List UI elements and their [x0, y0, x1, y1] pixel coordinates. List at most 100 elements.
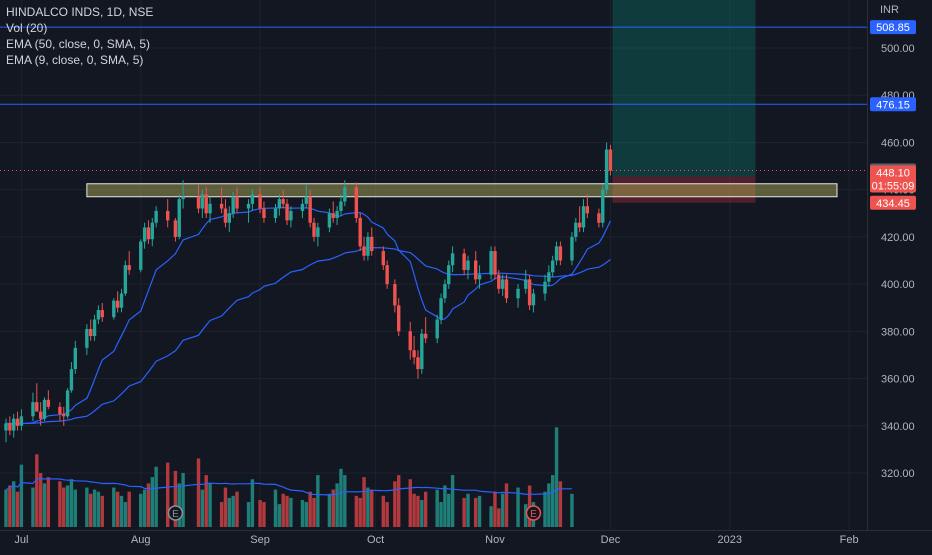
- time-tick-label: Nov: [485, 534, 505, 546]
- volume-bar: [231, 495, 235, 527]
- time-tick-label: Feb: [840, 534, 859, 546]
- volume-bar: [85, 487, 89, 527]
- candle-body: [181, 196, 185, 200]
- symbol-title[interactable]: HINDALCO INDS, 1D, NSE: [6, 5, 154, 19]
- volume-bar: [154, 466, 158, 527]
- candle-body: [58, 406, 62, 414]
- candle-body: [46, 399, 51, 407]
- earnings-marker-circle: [525, 505, 542, 521]
- volume-bar: [381, 495, 385, 527]
- volume-bar: [312, 497, 316, 527]
- volume-bar: [123, 502, 128, 527]
- volume-bar: [12, 481, 16, 527]
- candle-body: [551, 260, 555, 273]
- volume-bar: [246, 502, 251, 527]
- candle-body: [331, 213, 335, 218]
- price-axis[interactable]: 500.00480.00460.00440.00420.00400.00380.…: [881, 43, 915, 480]
- candle-body: [604, 149, 609, 190]
- volume-bar: [316, 475, 320, 527]
- candle-body: [462, 253, 466, 270]
- candle-body: [19, 416, 24, 426]
- volume-bar: [308, 491, 312, 527]
- volume-bar: [554, 427, 559, 527]
- volume-bar: [115, 491, 120, 527]
- time-axis[interactable]: Jul Aug Sep Oct Nov Dec 2023 Feb: [14, 534, 858, 546]
- price-tick-label: 380.00: [881, 326, 915, 338]
- volume-bar: [15, 491, 20, 527]
- volume-bar: [493, 491, 497, 527]
- candle-body: [119, 293, 124, 308]
- volume-bar: [412, 493, 416, 527]
- volume-bar: [447, 493, 451, 527]
- volume-bar: [150, 477, 154, 527]
- label-current-text: 01:55:09: [872, 181, 915, 193]
- candle-body: [177, 199, 181, 237]
- volume-bar: [177, 483, 181, 527]
- price-tick-label: 420.00: [881, 232, 915, 244]
- volume-bar: [166, 462, 170, 527]
- long-position-tool[interactable]: [612, 0, 756, 203]
- volume-bar: [362, 477, 366, 527]
- volume-bar: [370, 489, 374, 527]
- ema50-legend[interactable]: EMA (50, close, 0, SMA, 5): [6, 37, 151, 51]
- candle-body: [8, 423, 12, 431]
- volume-bar: [385, 502, 389, 527]
- candle-body: [477, 274, 482, 280]
- volume-bar: [331, 489, 335, 527]
- candle-body: [558, 246, 563, 261]
- volume-bar: [423, 491, 428, 527]
- candle-body: [385, 265, 389, 285]
- candle-body: [281, 199, 285, 204]
- volume-bar: [277, 504, 282, 527]
- candle-body: [250, 194, 255, 204]
- volume-bar: [450, 475, 455, 527]
- volume-bar: [65, 485, 70, 527]
- volume-bar: [100, 495, 104, 527]
- candle-body: [524, 279, 528, 289]
- candle-body: [273, 208, 278, 218]
- candle-body: [112, 300, 116, 318]
- time-tick-label: Oct: [367, 534, 384, 546]
- volume-bar: [142, 489, 147, 527]
- volume-bar: [112, 487, 116, 527]
- candle-body: [96, 310, 101, 320]
- horizontal-lines[interactable]: [0, 26, 867, 172]
- volume-bar: [500, 493, 505, 527]
- ema9-legend[interactable]: EMA (9, close, 0, SMA, 5): [6, 53, 144, 67]
- resistance-zone[interactable]: [86, 183, 838, 198]
- label-current-text: 448.10: [876, 168, 910, 180]
- candle-body: [366, 236, 370, 256]
- volume-legend[interactable]: Vol (20): [6, 21, 48, 35]
- candle-body: [608, 149, 613, 171]
- volume-bar: [339, 468, 343, 527]
- earnings-marker-circle: [167, 505, 184, 521]
- candle-body: [500, 279, 505, 289]
- candle-body: [397, 305, 401, 332]
- candle-body: [493, 251, 497, 275]
- indicator-legend: HINDALCO INDS, 1D, NSE Vol (20) EMA (50,…: [6, 4, 153, 68]
- candle-body: [208, 203, 212, 214]
- volume-bars: [4, 427, 574, 527]
- volume-ma-line: [5, 477, 572, 496]
- time-tick-label: 2023: [718, 534, 742, 546]
- zone-rect: [86, 183, 838, 198]
- target-zone: [612, 0, 756, 177]
- volume-bar: [119, 495, 124, 527]
- candle-body: [316, 227, 320, 237]
- volume-bar: [558, 481, 563, 527]
- candle-body: [219, 203, 224, 209]
- volume-bar: [19, 464, 24, 527]
- price-tick-label: 500.00: [881, 43, 915, 55]
- candle-body: [416, 357, 420, 370]
- volume-bar: [223, 487, 228, 527]
- volume-bar: [8, 485, 12, 527]
- candle-body: [531, 293, 536, 306]
- candle-body: [581, 206, 586, 228]
- price-scale-divider: [867, 0, 868, 530]
- candle-body: [327, 213, 332, 228]
- candle-body: [435, 319, 439, 339]
